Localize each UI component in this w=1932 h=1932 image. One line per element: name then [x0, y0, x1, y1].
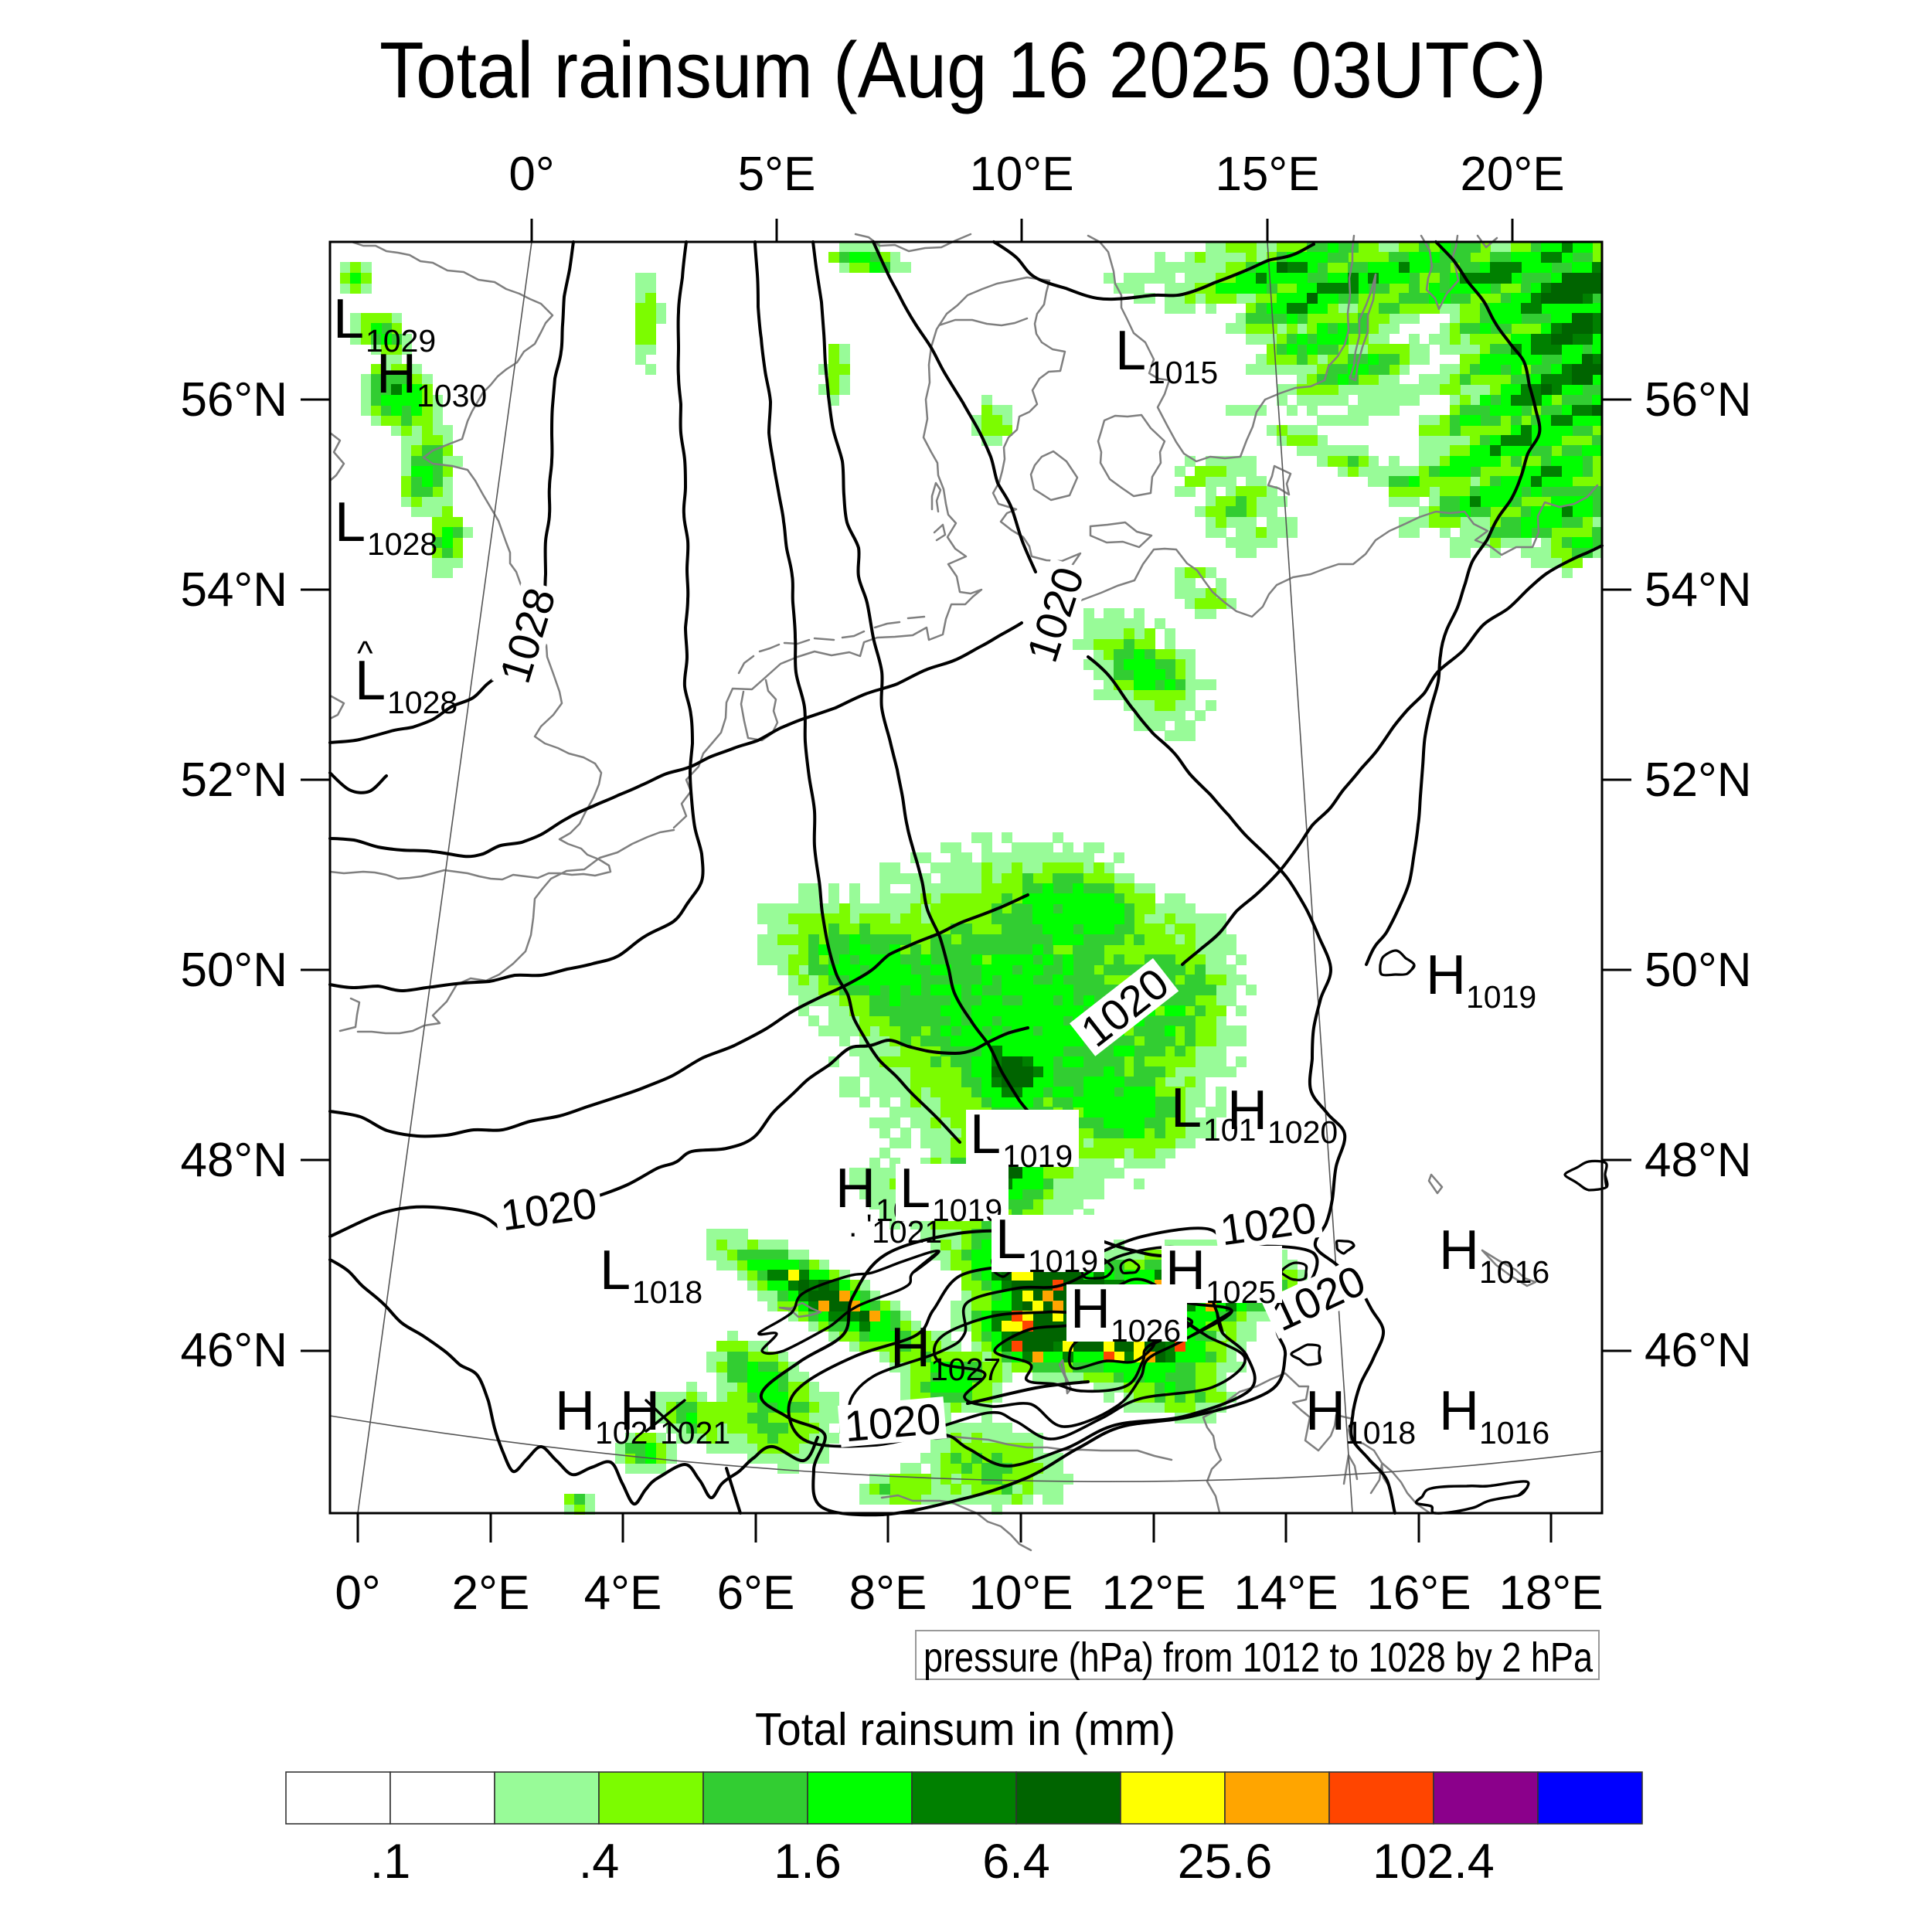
svg-text:L: L	[333, 288, 364, 350]
svg-text:1020: 1020	[1267, 1114, 1338, 1150]
svg-text:.1: .1	[370, 1835, 411, 1889]
svg-text:H: H	[555, 1380, 595, 1442]
svg-text:5°E: 5°E	[738, 148, 816, 201]
svg-text:1019: 1019	[932, 1192, 1002, 1228]
svg-text:0°: 0°	[509, 148, 554, 201]
svg-text:1020: 1020	[842, 1394, 943, 1451]
svg-text:102: 102	[595, 1415, 648, 1451]
svg-text:46°N: 46°N	[180, 1324, 287, 1377]
svg-text:H: H	[890, 1317, 930, 1379]
svg-text:1016: 1016	[1479, 1415, 1549, 1451]
svg-text:pressure (hPa) from 1012 to 10: pressure (hPa) from 1012 to 1028 by 2 hP…	[923, 1634, 1594, 1681]
svg-text:Total rainsum in (mm): Total rainsum in (mm)	[755, 1704, 1175, 1755]
svg-text:1029: 1029	[366, 323, 436, 359]
svg-text:20°E: 20°E	[1460, 148, 1564, 201]
svg-text:L: L	[995, 1209, 1026, 1270]
svg-text:48°N: 48°N	[1645, 1134, 1752, 1187]
svg-text:1018: 1018	[1345, 1415, 1416, 1451]
svg-text:101: 101	[1203, 1112, 1256, 1148]
svg-text:1025: 1025	[1206, 1274, 1276, 1310]
svg-text:L: L	[1171, 1077, 1202, 1139]
svg-text:6°E: 6°E	[717, 1566, 795, 1620]
svg-text:48°N: 48°N	[180, 1134, 287, 1187]
svg-text:14°E: 14°E	[1233, 1566, 1338, 1620]
svg-text:1028: 1028	[387, 685, 457, 720]
svg-text:50°N: 50°N	[180, 944, 287, 997]
svg-text:H: H	[1227, 1080, 1267, 1141]
svg-text:1026: 1026	[1111, 1313, 1181, 1349]
svg-text:54°N: 54°N	[1645, 563, 1752, 617]
svg-text:1021: 1021	[872, 1214, 942, 1250]
svg-text:25.6: 25.6	[1178, 1835, 1273, 1889]
svg-text:56°N: 56°N	[1645, 373, 1752, 427]
svg-text:10°E: 10°E	[969, 148, 1073, 201]
svg-text:1021: 1021	[660, 1415, 730, 1451]
svg-text:15°E: 15°E	[1215, 148, 1319, 201]
svg-text:1018: 1018	[632, 1274, 702, 1310]
svg-text:4°E: 4°E	[584, 1566, 662, 1620]
svg-text:16°E: 16°E	[1366, 1566, 1471, 1620]
svg-text:10°E: 10°E	[968, 1566, 1073, 1620]
svg-text:L: L	[600, 1240, 631, 1301]
svg-text:H: H	[376, 343, 417, 405]
svg-text:1015: 1015	[1148, 355, 1218, 390]
svg-text:6.4: 6.4	[982, 1835, 1050, 1889]
svg-text:1028: 1028	[367, 526, 437, 562]
svg-text:52°N: 52°N	[1645, 753, 1752, 807]
svg-text:L: L	[335, 492, 366, 553]
svg-text:1.6: 1.6	[774, 1835, 842, 1889]
svg-text:1019: 1019	[1028, 1243, 1098, 1279]
svg-text:12°E: 12°E	[1101, 1566, 1206, 1620]
svg-text:H: H	[620, 1380, 660, 1442]
svg-text:2°E: 2°E	[452, 1566, 530, 1620]
svg-text:1019: 1019	[1466, 979, 1536, 1015]
svg-text:L: L	[900, 1158, 930, 1219]
svg-text:.4: .4	[579, 1835, 620, 1889]
svg-text:L: L	[355, 650, 386, 712]
svg-text:8°E: 8°E	[849, 1566, 927, 1620]
svg-text:H: H	[835, 1158, 876, 1219]
svg-text:102.4: 102.4	[1372, 1835, 1495, 1889]
svg-text:0°: 0°	[335, 1566, 380, 1620]
svg-text:56°N: 56°N	[180, 373, 287, 427]
svg-text:52°N: 52°N	[180, 753, 287, 807]
svg-text:54°N: 54°N	[180, 563, 287, 617]
svg-text:L: L	[970, 1104, 1001, 1165]
svg-text:1027: 1027	[930, 1352, 1001, 1387]
svg-text:H: H	[1426, 944, 1466, 1006]
svg-text:H: H	[1305, 1380, 1345, 1442]
svg-text:1030: 1030	[417, 378, 487, 413]
svg-text:1019: 1019	[1002, 1138, 1073, 1174]
svg-text:Total rainsum (Aug 16 2025 03U: Total rainsum (Aug 16 2025 03UTC)	[379, 26, 1546, 114]
svg-text:L: L	[1115, 320, 1146, 382]
svg-text:H: H	[1439, 1380, 1479, 1442]
svg-text:^: ^	[357, 634, 373, 672]
svg-text:H: H	[1070, 1278, 1111, 1340]
svg-text:. ': . '	[849, 1208, 872, 1243]
svg-text:50°N: 50°N	[1645, 944, 1752, 997]
svg-text:46°N: 46°N	[1645, 1324, 1752, 1377]
svg-text:H: H	[1439, 1219, 1479, 1281]
svg-text:1016: 1016	[1479, 1254, 1549, 1290]
svg-text:18°E: 18°E	[1498, 1566, 1603, 1620]
